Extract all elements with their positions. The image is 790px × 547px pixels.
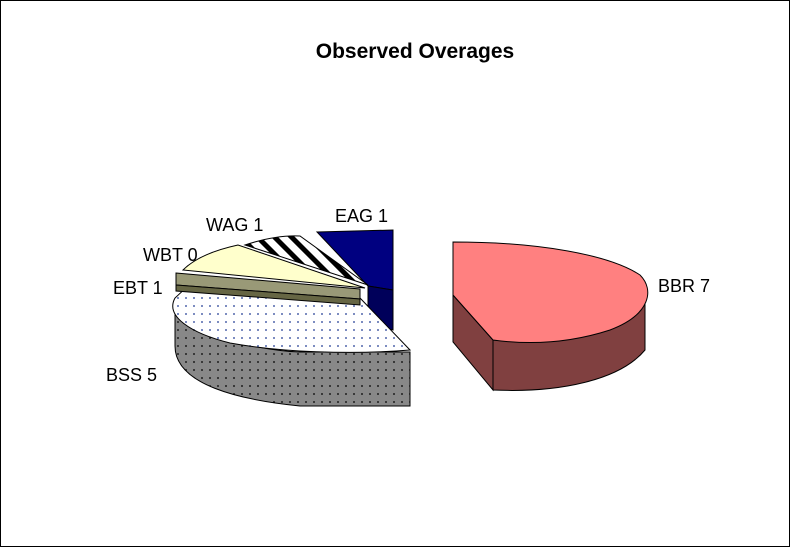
chart-title: Observed Overages <box>315 40 515 63</box>
pie-slice-bbr <box>452 241 649 392</box>
slice-label-wag: WAG 1 <box>206 215 263 235</box>
slice-label-wbt: WBT 0 <box>143 245 198 265</box>
pie-slice-ebt <box>175 272 361 306</box>
pie-slice-wbt <box>181 244 366 289</box>
slice-label-eag: EAG 1 <box>335 206 388 226</box>
pie-slice-eag <box>315 229 394 331</box>
pie-slice-wag <box>243 235 369 286</box>
slice-label-bbr: BBR 7 <box>658 276 710 296</box>
slice-label-bss: BSS 5 <box>106 365 157 385</box>
slice-label-ebt: EBT 1 <box>113 278 163 298</box>
